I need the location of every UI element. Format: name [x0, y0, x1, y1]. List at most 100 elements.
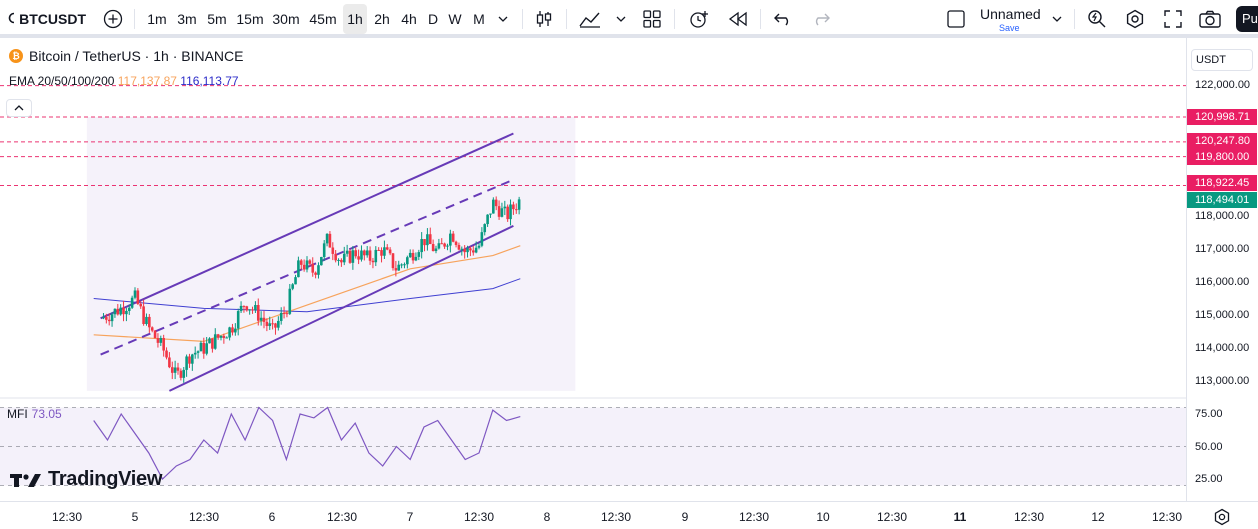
time-tick: 12:30 [1151, 510, 1183, 524]
candles-style-button[interactable] [532, 4, 556, 34]
candle-body [400, 264, 403, 266]
candle-body [363, 250, 366, 256]
mfi-tick: 25.00 [1195, 473, 1223, 485]
candle-body [494, 199, 498, 207]
candle-body [279, 312, 283, 321]
mfi-tick: 50.00 [1195, 441, 1223, 453]
candle-body [377, 249, 380, 251]
interval-d[interactable]: D [427, 11, 439, 27]
symbol-label: BTCUSDT [19, 11, 86, 27]
symbol-search[interactable]: BTCUSDT [6, 4, 86, 34]
layout-dropdown[interactable] [1048, 4, 1066, 34]
replay-button[interactable] [725, 4, 751, 34]
templates-button[interactable] [640, 4, 664, 34]
search-icon [8, 12, 15, 24]
alert-button[interactable] [686, 4, 712, 34]
candle-body [423, 239, 426, 246]
redo-button[interactable] [808, 4, 834, 34]
publish-button[interactable]: Pu [1236, 6, 1258, 32]
candle-body [133, 290, 137, 298]
undo-button[interactable] [770, 4, 796, 34]
ema-legend[interactable]: EMA 20/50/100/200 117,137.87 116,113.77 [9, 74, 239, 88]
candle-body [119, 307, 122, 315]
candle-body [162, 338, 165, 351]
rewind-icon [728, 11, 747, 27]
candle-body [245, 306, 249, 311]
candle-body [477, 245, 481, 248]
interval-4h[interactable]: 4h [401, 11, 417, 27]
indicators-button[interactable] [576, 4, 604, 34]
candle-body [431, 243, 435, 252]
series-title[interactable]: Bitcoin / TetherUS · 1h · BINANCE [29, 48, 244, 64]
interval-dropdown[interactable] [494, 4, 512, 34]
interval-30m[interactable]: 30m [272, 11, 300, 27]
candle-body [228, 327, 231, 338]
price-tick: 113,000.00 [1195, 375, 1250, 387]
candle-body [357, 256, 360, 260]
candle-body [463, 248, 466, 253]
interval-1h[interactable]: 1h [343, 4, 367, 34]
price-tick: 122,000.00 [1195, 79, 1251, 91]
price-chart[interactable] [0, 38, 1186, 501]
candle-body [320, 257, 323, 266]
time-axis[interactable]: 12:30 5 12:30 6 12:30 7 12:30 8 12:30 9 … [0, 501, 1258, 529]
fullscreen-button[interactable] [1160, 4, 1186, 34]
candle-body [110, 314, 114, 322]
interval-m[interactable]: M [473, 11, 485, 27]
quick-search-icon [1088, 10, 1106, 28]
candle-body [196, 351, 200, 353]
indicators-dropdown[interactable] [612, 4, 630, 34]
interval-3m[interactable]: 3m [177, 11, 197, 27]
time-tick: 12 [1091, 510, 1105, 524]
interval-1m[interactable]: 1m [147, 11, 167, 27]
candle-body [262, 317, 266, 322]
price-tick: 118,000.00 [1195, 210, 1250, 222]
settings-button[interactable] [1122, 4, 1148, 34]
candle-body [231, 327, 234, 333]
compare-add-button[interactable] [100, 4, 126, 34]
interval-45m[interactable]: 45m [309, 11, 337, 27]
candle-body [173, 367, 177, 373]
mfi-legend[interactable]: MFI 73.05 [7, 407, 62, 421]
candle-body [145, 316, 148, 324]
candle-body [282, 312, 286, 314]
interval-w[interactable]: W [448, 11, 462, 27]
candle-body [486, 214, 489, 225]
price-tick: 115,000.00 [1195, 309, 1250, 321]
legend-collapse-button[interactable] [6, 99, 32, 117]
interval-2h[interactable]: 2h [374, 11, 390, 27]
interval-5m[interactable]: 5m [207, 11, 227, 27]
time-tick: 12:30 [600, 510, 632, 524]
candle-body [351, 250, 355, 263]
candle-body [506, 206, 509, 220]
chart-pane[interactable] [0, 38, 1186, 501]
settings-gear-icon[interactable] [1213, 508, 1231, 526]
candle-body [153, 330, 157, 339]
currency-select[interactable]: USDT [1191, 49, 1253, 71]
candle-body [414, 256, 418, 261]
last-price-tag: 118,494.01 [1187, 192, 1257, 208]
layout-select-button[interactable] [945, 4, 967, 34]
tradingview-logo[interactable]: TradingView [10, 468, 162, 491]
price-axis[interactable]: USDT 122,000.00 120,998.71 120,247.80 11… [1186, 38, 1258, 501]
candle-body [360, 250, 363, 260]
snapshot-button[interactable] [1197, 4, 1223, 34]
chevron-down-icon [498, 16, 508, 22]
candle-body [188, 356, 191, 364]
candle-body [426, 234, 429, 246]
candle-body [302, 264, 306, 270]
price-level-tag: 120,998.71 [1187, 109, 1257, 125]
interval-15m[interactable]: 15m [236, 11, 264, 27]
mfi-label: MFI [7, 407, 28, 421]
layout-name[interactable]: Unnamed [980, 6, 1041, 22]
price-tick: 117,000.00 [1195, 243, 1250, 255]
candle-body [193, 352, 197, 355]
candle-body [116, 308, 120, 315]
quick-search-button[interactable] [1084, 4, 1110, 34]
candle-body [234, 328, 237, 333]
candle-body [254, 304, 257, 310]
layout-save-label[interactable]: Save [999, 23, 1020, 33]
candle-body [274, 323, 277, 328]
candle-body [328, 233, 332, 248]
chevron-down-icon [616, 16, 626, 22]
